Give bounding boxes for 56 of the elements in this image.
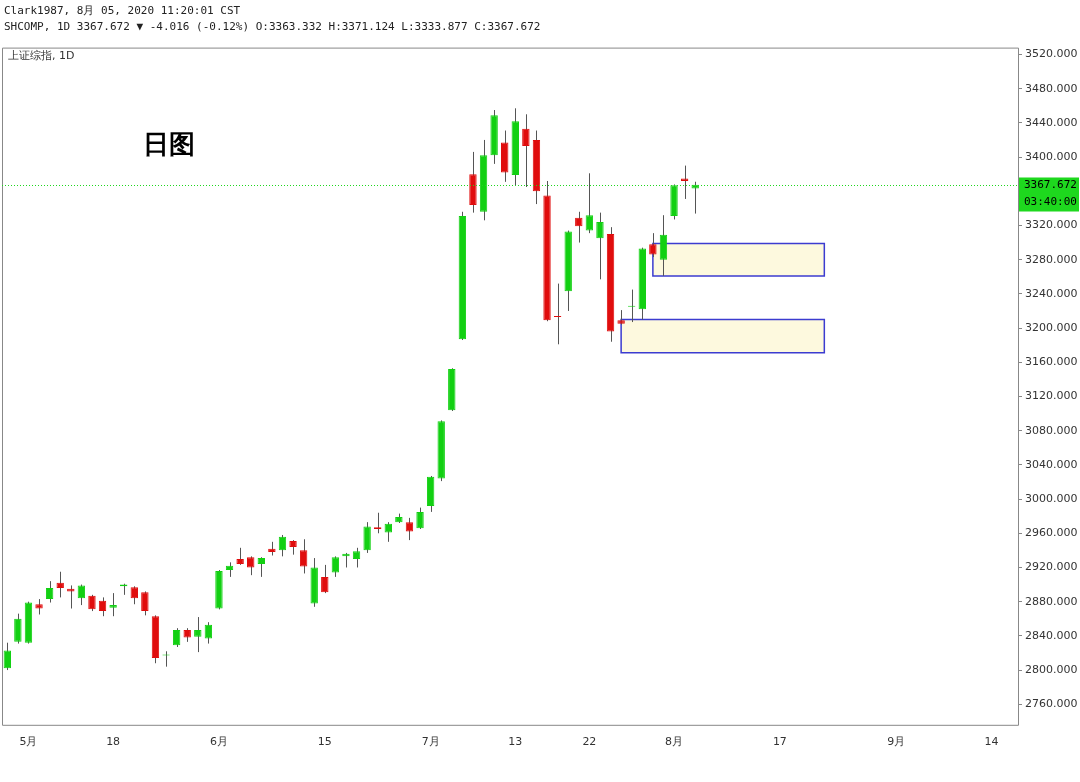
y-tick-label: 3320.000 [1025, 218, 1078, 232]
x-tick-label: 14 [984, 735, 999, 749]
annotation: 日图 [143, 129, 195, 160]
y-tick-label: 2960.000 [1025, 526, 1078, 540]
candlestick [416, 507, 424, 530]
x-tick-label: 9月 [887, 735, 906, 749]
x-tick-label: 5月 [19, 735, 38, 749]
y-tick-label: 2800.000 [1025, 662, 1078, 676]
text: SHCOMP, 1D 3367.672 ▼ -4.016 (-0.12%) O:3363.332 H:3371.124 L:3333.877 C:3367.672 [4, 20, 541, 33]
candlestick [363, 521, 371, 554]
candlestick [299, 538, 308, 574]
candlestick [109, 592, 117, 617]
candlestick [257, 556, 265, 578]
x-tick-label: 22 [582, 735, 597, 749]
y-tick-label: 3480.000 [1025, 81, 1078, 95]
x-tick-label: 13 [508, 735, 523, 749]
y-tick-label: 3000.000 [1025, 491, 1078, 505]
y-tick-label: 2880.000 [1025, 594, 1078, 608]
x-tick-label: 8月 [665, 735, 684, 749]
y-tick-label: 3040.000 [1025, 457, 1078, 471]
y-tick-label: 3120.000 [1025, 389, 1078, 403]
chart-subtitle: Clark1987, 8月 05, 2020 11:20:01 CST [4, 3, 241, 18]
candlestick [522, 113, 530, 188]
chart-title: 上证综指, 1D [8, 48, 75, 62]
y-tick-label: 3080.000 [1025, 423, 1078, 437]
candlestick [172, 627, 181, 648]
candlestick [141, 590, 149, 616]
candlestick [596, 212, 604, 280]
text: 03:40:00 [1024, 195, 1077, 209]
candlestick [331, 555, 340, 578]
ref-line-label: 3367.672 [1024, 178, 1077, 192]
x-tick-label: 18 [106, 735, 121, 749]
candlestick [680, 165, 689, 200]
y-tick-label: 3400.000 [1025, 149, 1078, 163]
candlestick [321, 564, 329, 594]
candlestick [3, 642, 11, 671]
x-tick-label: 6月 [209, 735, 228, 749]
y-tick-label: 3240.000 [1025, 286, 1078, 300]
y-tick-label: 3440.000 [1025, 115, 1078, 129]
candlestick [659, 214, 668, 277]
y-tick-label: 3280.000 [1025, 252, 1078, 266]
x-tick-label: 7月 [421, 735, 440, 749]
y-tick-label: 2920.000 [1025, 560, 1078, 574]
candlestick [649, 232, 657, 258]
y-tick-label: 3160.000 [1025, 355, 1078, 369]
candlestick [194, 616, 202, 653]
y-tick-label: 3520.000 [1025, 47, 1078, 61]
candlestick [14, 613, 22, 645]
x-tick-label: 17 [772, 735, 787, 749]
candlestick [352, 547, 361, 568]
y-tick-label: 3200.000 [1025, 320, 1078, 334]
x-tick-label: 15 [317, 735, 332, 749]
candlestick [553, 283, 562, 345]
candlestick [405, 517, 414, 541]
y-tick-label: 2760.000 [1025, 697, 1078, 711]
y-tick-label: 2840.000 [1025, 628, 1078, 642]
